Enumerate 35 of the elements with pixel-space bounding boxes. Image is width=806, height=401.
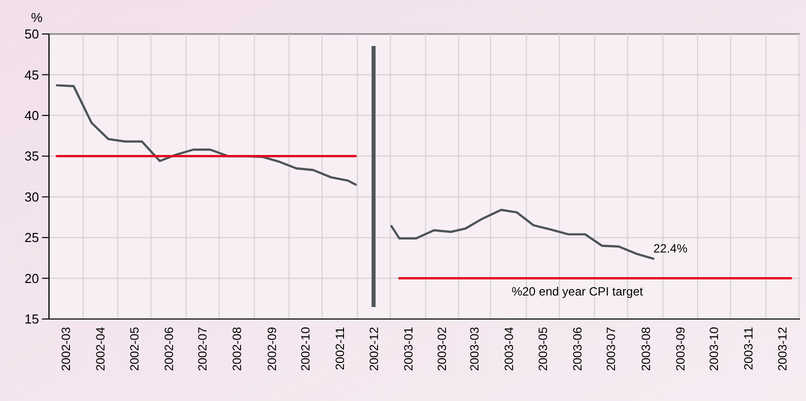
y-axis-title: % xyxy=(31,10,43,25)
x-tick-label: 2003-05 xyxy=(536,326,550,372)
x-tick-label: 2002-05 xyxy=(127,326,142,372)
x-tick-label: 2003-02 xyxy=(435,326,450,372)
y-tick-label: 40 xyxy=(24,108,39,123)
x-tick-label: 2003-11 xyxy=(742,326,756,370)
line-series xyxy=(390,208,654,260)
x-tick-label: 2003-12 xyxy=(775,326,790,372)
x-tick-label: 2002-09 xyxy=(264,326,279,372)
y-tick-label: 30 xyxy=(24,189,39,204)
x-tick-label: 2002-10 xyxy=(298,326,313,372)
x-tick-label: 2002-04 xyxy=(94,326,108,372)
annotation: 22.4% xyxy=(653,242,688,256)
annotation: %20 end year CPI target xyxy=(512,284,644,298)
x-tick-label: 2002-06 xyxy=(162,326,176,372)
x-tick-label: 2003-10 xyxy=(707,326,722,372)
x-tick-label: 2002-08 xyxy=(230,326,244,372)
x-tick-label: 2002-03 xyxy=(58,326,73,372)
x-tick-label: 2003-03 xyxy=(468,326,482,372)
line-series xyxy=(56,84,357,186)
x-tick-label: 2003-09 xyxy=(673,326,688,372)
x-tick-label: 2002-11 xyxy=(333,326,348,370)
x-tick-label: 2003-01 xyxy=(401,326,416,372)
x-tick-label: 2003-07 xyxy=(604,326,618,372)
x-tick-label: 2002-07 xyxy=(196,326,210,372)
y-tick-label: 20 xyxy=(24,270,39,286)
y-tick-label: 25 xyxy=(24,230,39,246)
x-tick-label: 2003-08 xyxy=(638,326,653,372)
y-tick-label: 50 xyxy=(24,26,39,42)
x-tick-label: 2002-12 xyxy=(366,326,381,372)
y-tick-label: 15 xyxy=(24,312,39,327)
y-tick-label: 45 xyxy=(24,67,39,82)
x-tick-label: 2003-04 xyxy=(502,326,516,372)
y-tick-label: 35 xyxy=(24,148,39,164)
x-tick-label: 2003-06 xyxy=(570,326,584,372)
